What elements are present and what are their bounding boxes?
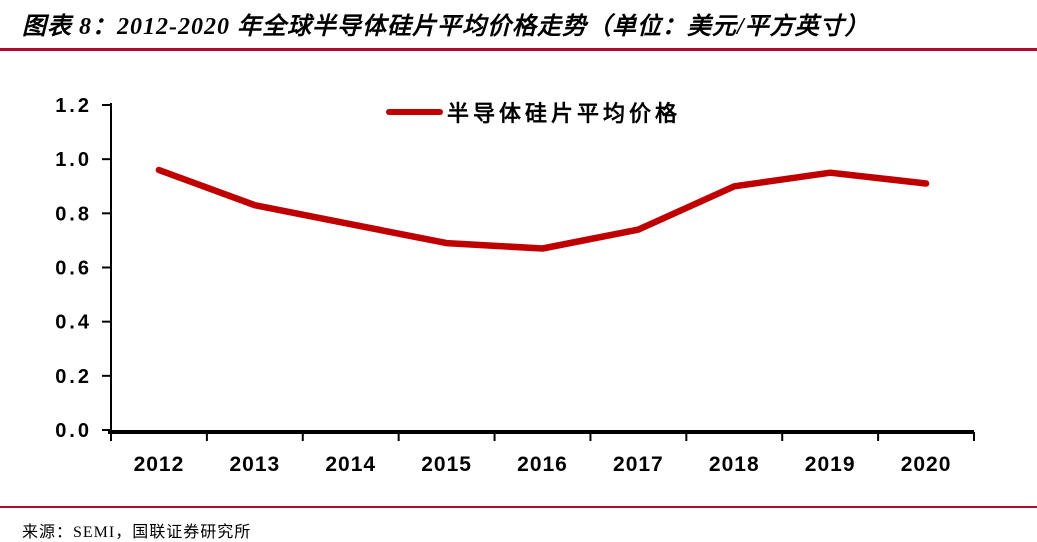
x-tick-label: 2017 <box>613 453 664 476</box>
x-tick-label: 2020 <box>901 453 952 476</box>
title-rule <box>0 48 1037 51</box>
x-tick-label: 2014 <box>325 453 376 476</box>
x-tick-label: 2013 <box>229 453 280 476</box>
y-tick-label: 1.2 <box>55 95 92 117</box>
price-trend-line <box>155 166 930 252</box>
x-tick-label: 2012 <box>134 453 185 476</box>
y-tick-label: 0.6 <box>55 258 92 280</box>
x-tick-label: 2019 <box>805 453 856 476</box>
legend: 半导体硅片平均价格 <box>386 96 681 128</box>
legend-line-marker <box>386 109 443 115</box>
y-tick-label: 0.0 <box>55 420 92 442</box>
y-tick-label: 0.4 <box>55 312 92 334</box>
footer-rule <box>0 506 1037 508</box>
x-tick-label: 2015 <box>421 453 472 476</box>
y-tick-label: 0.8 <box>55 203 92 225</box>
legend-label: 半导体硅片平均价格 <box>447 101 682 126</box>
y-tick-label: 1.0 <box>55 149 92 171</box>
x-tick-label: 2018 <box>709 453 760 476</box>
x-tick-label: 2016 <box>517 453 568 476</box>
chart-title: 图表 8：2012-2020 年全球半导体硅片平均价格走势（单位：美元/平方英寸… <box>22 14 870 40</box>
source-text: 来源：SEMI，国联证券研究所 <box>22 524 252 541</box>
y-tick-label: 0.2 <box>55 366 92 388</box>
